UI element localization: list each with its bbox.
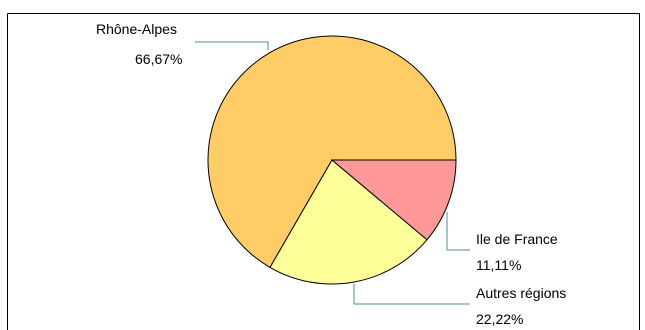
- slice-autres-regions: [269, 159, 428, 285]
- slice-label-ile-de-france: Ile de France: [476, 231, 558, 247]
- leader-lines: [195, 41, 470, 305]
- slice-percent-autres-regions: 22,22%: [476, 311, 523, 327]
- leader-line-autres-regions: [353, 284, 470, 305]
- leader-line-ile-de-france: [446, 212, 470, 251]
- slice-label-rhone-alpes: Rhône-Alpes: [96, 21, 177, 37]
- pie-slices: [207, 35, 457, 285]
- slice-label-autres-regions: Autres régions: [476, 285, 566, 301]
- leader-line-rhone-alpes: [195, 41, 269, 50]
- slice-ile-de-france: [330, 159, 457, 241]
- slice-percent-ile-de-france: 11,11%: [476, 257, 521, 273]
- slice-rhone-alpes: [207, 35, 457, 269]
- slice-percent-rhone-alpes: 66,67%: [135, 51, 182, 67]
